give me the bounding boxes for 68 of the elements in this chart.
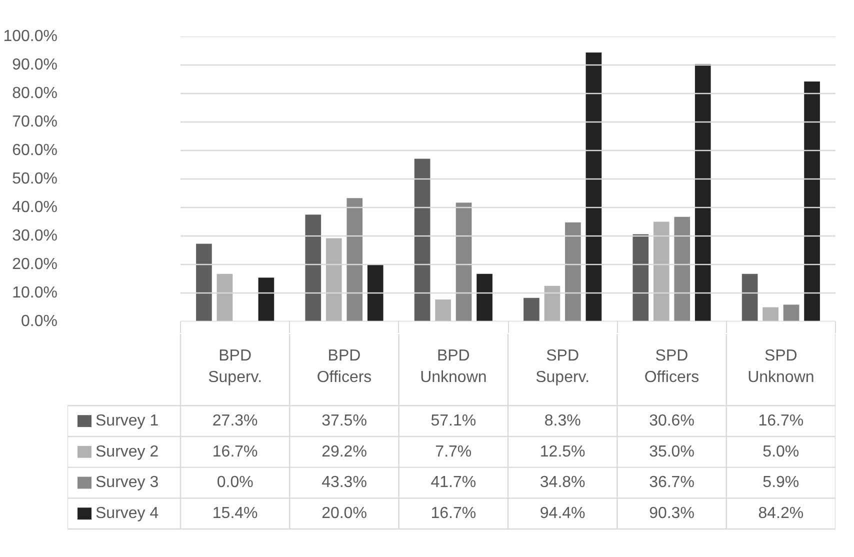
bar [216,274,233,322]
data-label: 5.9% [762,474,800,492]
bar [586,52,602,322]
x-tick-label: SPD Officers [644,348,700,386]
y-tick-label: 0.0% [21,313,58,330]
data-label: 12.5% [540,443,586,460]
data-label: 27.3% [212,412,258,430]
bar [435,300,451,322]
data-label: 16.7% [212,443,258,460]
bar [565,222,581,322]
bar [367,264,384,322]
legend-label: Survey 1 [96,412,159,430]
legend-label: Survey 2 [96,443,159,460]
bar [544,286,560,322]
data-label: 0.0% [216,474,254,492]
bar [653,222,670,322]
data-label: 35.0% [649,443,694,460]
bar [456,202,472,322]
data-label: 41.7% [430,474,476,492]
data-label: 15.4% [212,505,258,522]
legend-label: Survey 4 [96,505,159,522]
bar [742,274,758,322]
bar [414,158,430,322]
bar [476,274,492,322]
y-tick-label: 50.0% [12,170,58,188]
bar [783,304,800,322]
bar [524,298,540,322]
bar [694,64,711,322]
bar [346,198,363,322]
x-tick-label: BPD Officers [316,348,372,386]
bar [258,278,274,322]
bar [305,214,322,322]
y-tick-label: 80.0% [12,85,58,102]
x-tick-label: BPD Superv. [208,348,262,386]
data-label: 84.2% [758,505,804,522]
data-label: 94.4% [540,505,586,522]
data-label: 7.7% [435,443,472,460]
y-tick-label: 40.0% [12,199,58,216]
bar [804,82,820,322]
data-label: 16.7% [758,412,804,430]
y-tick-label: 60.0% [12,142,58,159]
data-label: 90.3% [649,505,694,522]
data-label: 57.1% [430,412,476,430]
bar [632,234,649,322]
data-label: 20.0% [322,505,367,522]
data-label: 5.0% [762,443,800,460]
data-label: 37.5% [322,412,367,430]
y-tick-label: 90.0% [12,56,58,74]
y-tick-label: 20.0% [12,256,58,273]
legend-label: Survey 3 [96,474,159,492]
data-label: 30.6% [649,412,694,430]
x-tick-label: SPD Unknown [748,348,814,386]
y-tick-label: 10.0% [12,284,58,302]
bar [674,216,690,322]
data-label: 8.3% [544,412,581,430]
y-tick-label: 100.0% [3,28,58,45]
data-label: 34.8% [540,474,586,492]
data-label: 43.3% [322,474,367,492]
data-label: 36.7% [649,474,694,492]
data-label: 29.2% [322,443,367,460]
bar [326,238,342,322]
y-tick-label: 30.0% [12,228,58,244]
bar [762,307,778,322]
x-tick-label: BPD Unknown [420,348,487,386]
bar [196,244,212,322]
x-tick-label: SPD Superv. [536,348,590,386]
data-label: 16.7% [430,505,476,522]
y-tick-label: 70.0% [12,114,58,130]
